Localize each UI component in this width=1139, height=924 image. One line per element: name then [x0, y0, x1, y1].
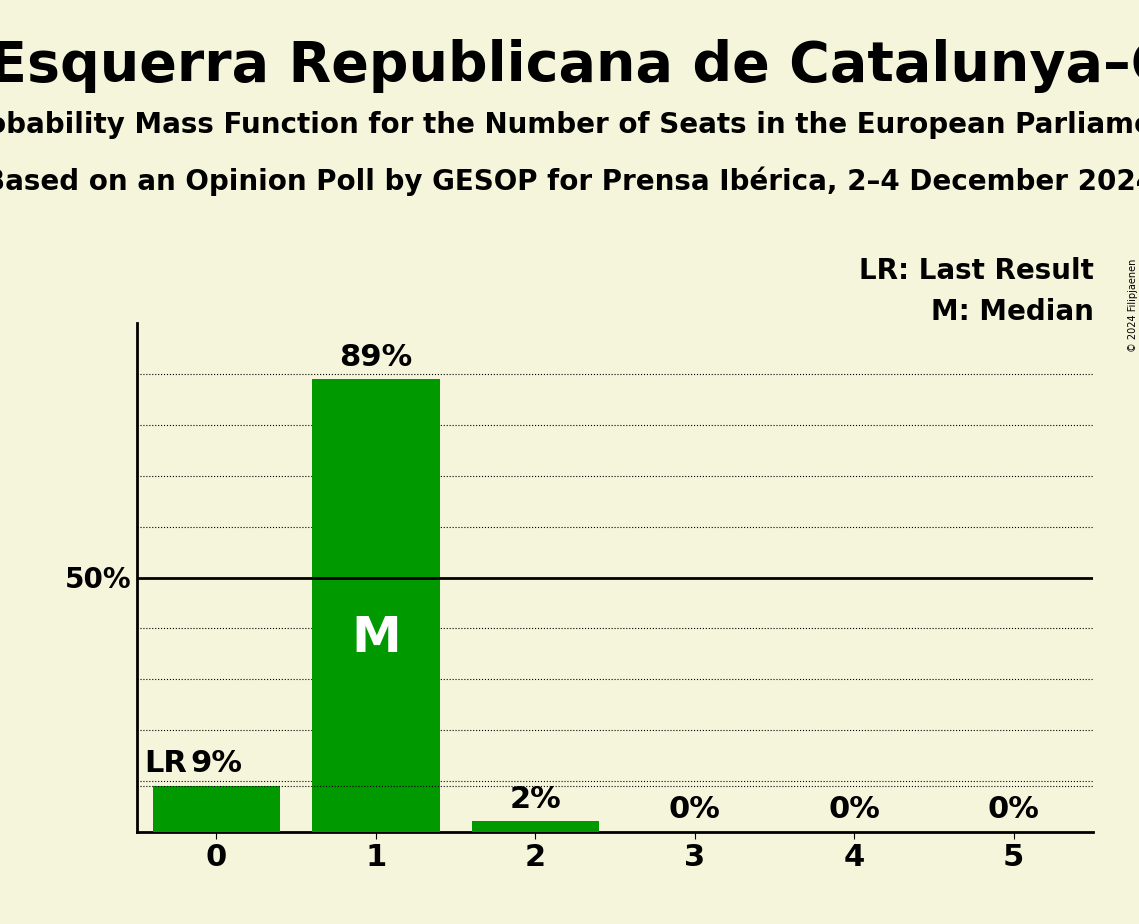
Text: 2%: 2% — [509, 784, 562, 814]
Text: 89%: 89% — [339, 343, 412, 371]
Text: Probability Mass Function for the Number of Seats in the European Parliament: Probability Mass Function for the Number… — [0, 111, 1139, 139]
Text: 9%: 9% — [190, 749, 243, 778]
Text: Based on an Opinion Poll by GESOP for Prensa Ibérica, 2–4 December 2024: Based on an Opinion Poll by GESOP for Pr… — [0, 166, 1139, 196]
Text: 0%: 0% — [669, 795, 721, 824]
Text: 0%: 0% — [988, 795, 1040, 824]
Bar — [472, 821, 599, 832]
Text: © 2024 Filipjaenen: © 2024 Filipjaenen — [1129, 259, 1138, 352]
Text: M: M — [351, 614, 401, 663]
Text: Esquerra Republicana de Catalunya–Catalunya Sí (Greens/EFA): Esquerra Republicana de Catalunya–Catalu… — [0, 37, 1139, 93]
Text: LR: LR — [145, 749, 188, 778]
Text: M: Median: M: Median — [931, 298, 1093, 326]
Text: 0%: 0% — [828, 795, 880, 824]
Bar — [153, 785, 280, 832]
Bar — [312, 379, 440, 832]
Text: LR: Last Result: LR: Last Result — [859, 258, 1093, 286]
